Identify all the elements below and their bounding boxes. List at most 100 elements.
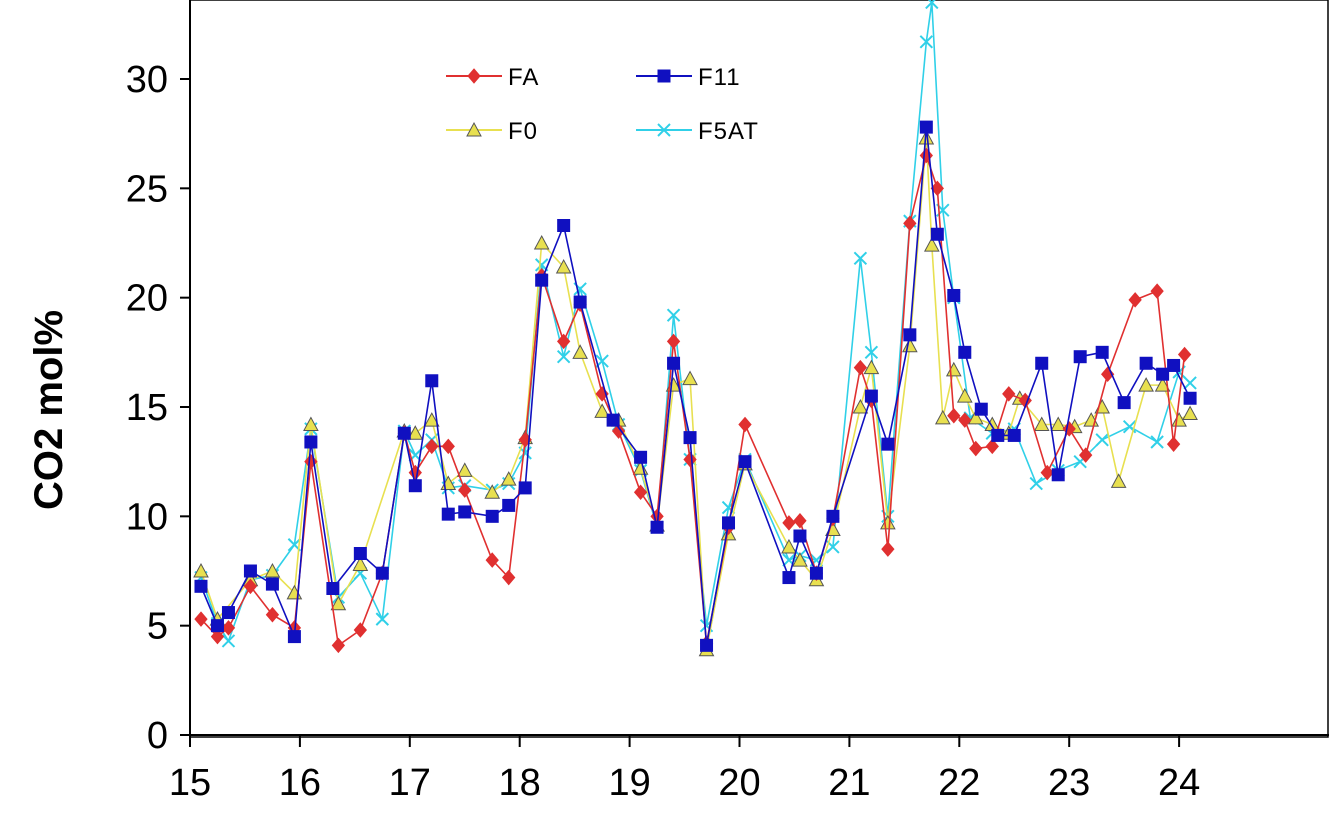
data-point [919,120,933,134]
data-point [535,273,549,287]
data-point [738,416,752,433]
data-point [793,529,807,543]
legend-label: FA [508,64,539,91]
x-tick-label: 23 [1048,762,1090,804]
data-point [397,426,411,440]
y-tick-label: 25 [126,168,168,210]
data-point [1095,345,1109,359]
legend-label: F5AT [698,118,759,145]
y-tick-label: 10 [126,496,168,538]
data-point [573,295,587,309]
data-point [1095,433,1109,447]
data-point [633,484,648,501]
data-point [923,237,940,252]
legend-item-f11: F11 [636,64,740,91]
data-point [243,564,257,578]
data-point [852,398,869,414]
data-point [918,129,935,145]
data-point [650,520,664,534]
data-point [466,121,482,137]
data-point [572,344,588,359]
data-point [903,328,917,342]
data-point [666,333,681,350]
data-point [853,359,868,376]
legend-item-fa: FA [446,64,539,91]
data-point [353,622,368,638]
data-point [425,438,439,455]
data-point [408,479,422,493]
data-point [304,435,318,449]
data-point [1007,428,1021,442]
data-point [683,431,697,445]
data-point [881,541,895,557]
data-point [1182,405,1198,421]
x-tick-label: 21 [828,762,870,804]
data-point [555,258,572,274]
data-point [1051,468,1065,482]
x-tick-label: 18 [499,762,541,804]
data-point [606,413,620,427]
data-point [947,407,961,424]
data-point [958,412,972,428]
data-point [809,566,823,580]
data-point [1156,367,1170,381]
data-point [934,409,951,425]
data-point [919,35,934,49]
data-point [1117,396,1131,410]
data-point [193,562,209,578]
series-f11 [194,120,1197,652]
data-point [634,450,648,464]
data-point [1177,346,1192,363]
x-tick-label: 16 [279,762,321,804]
data-point [1110,473,1127,488]
data-point [243,578,258,595]
data-point [441,507,455,521]
data-point [782,571,796,585]
x-tick-label: 17 [389,762,431,804]
y-tick-label: 30 [126,59,168,101]
data-point [1073,350,1087,364]
data-point [221,620,236,636]
data-point [353,547,367,561]
data-point [881,437,895,451]
data-point [458,505,472,519]
data-point [864,345,879,360]
data-point [265,577,279,591]
x-tick-label: 15 [169,762,211,804]
data-point [502,498,516,512]
data-point [826,509,840,523]
data-point [1183,376,1197,390]
data-point [264,562,281,578]
data-point [441,438,455,455]
data-point [738,455,752,469]
x-axis-ticks: 15 16 17 18 19 20 21 22 23 24 [169,735,1200,804]
data-point [594,403,610,418]
data-point [1029,476,1043,491]
series-layer [193,0,1198,657]
y-tick-label: 0 [147,715,168,757]
data-point [210,628,225,645]
x-tick-label: 24 [1158,762,1200,804]
data-point [303,416,319,431]
data-point [1150,283,1164,299]
data-point [1033,416,1050,431]
data-point [425,374,439,388]
data-point [930,227,944,241]
data-point [991,428,1005,442]
series-f0 [193,129,1198,657]
data-point [683,451,697,468]
data-point [657,123,671,137]
y-tick-label: 5 [147,606,168,648]
data-point [518,481,532,495]
data-point [210,619,224,633]
data-point [352,556,369,571]
data-point [556,349,571,364]
data-point [700,638,714,652]
data-point [1154,377,1171,392]
data-point [903,215,917,232]
data-point [969,440,983,457]
data-point [722,516,736,530]
data-point [1166,436,1181,452]
data-point [1183,391,1197,405]
data-point [407,425,424,440]
